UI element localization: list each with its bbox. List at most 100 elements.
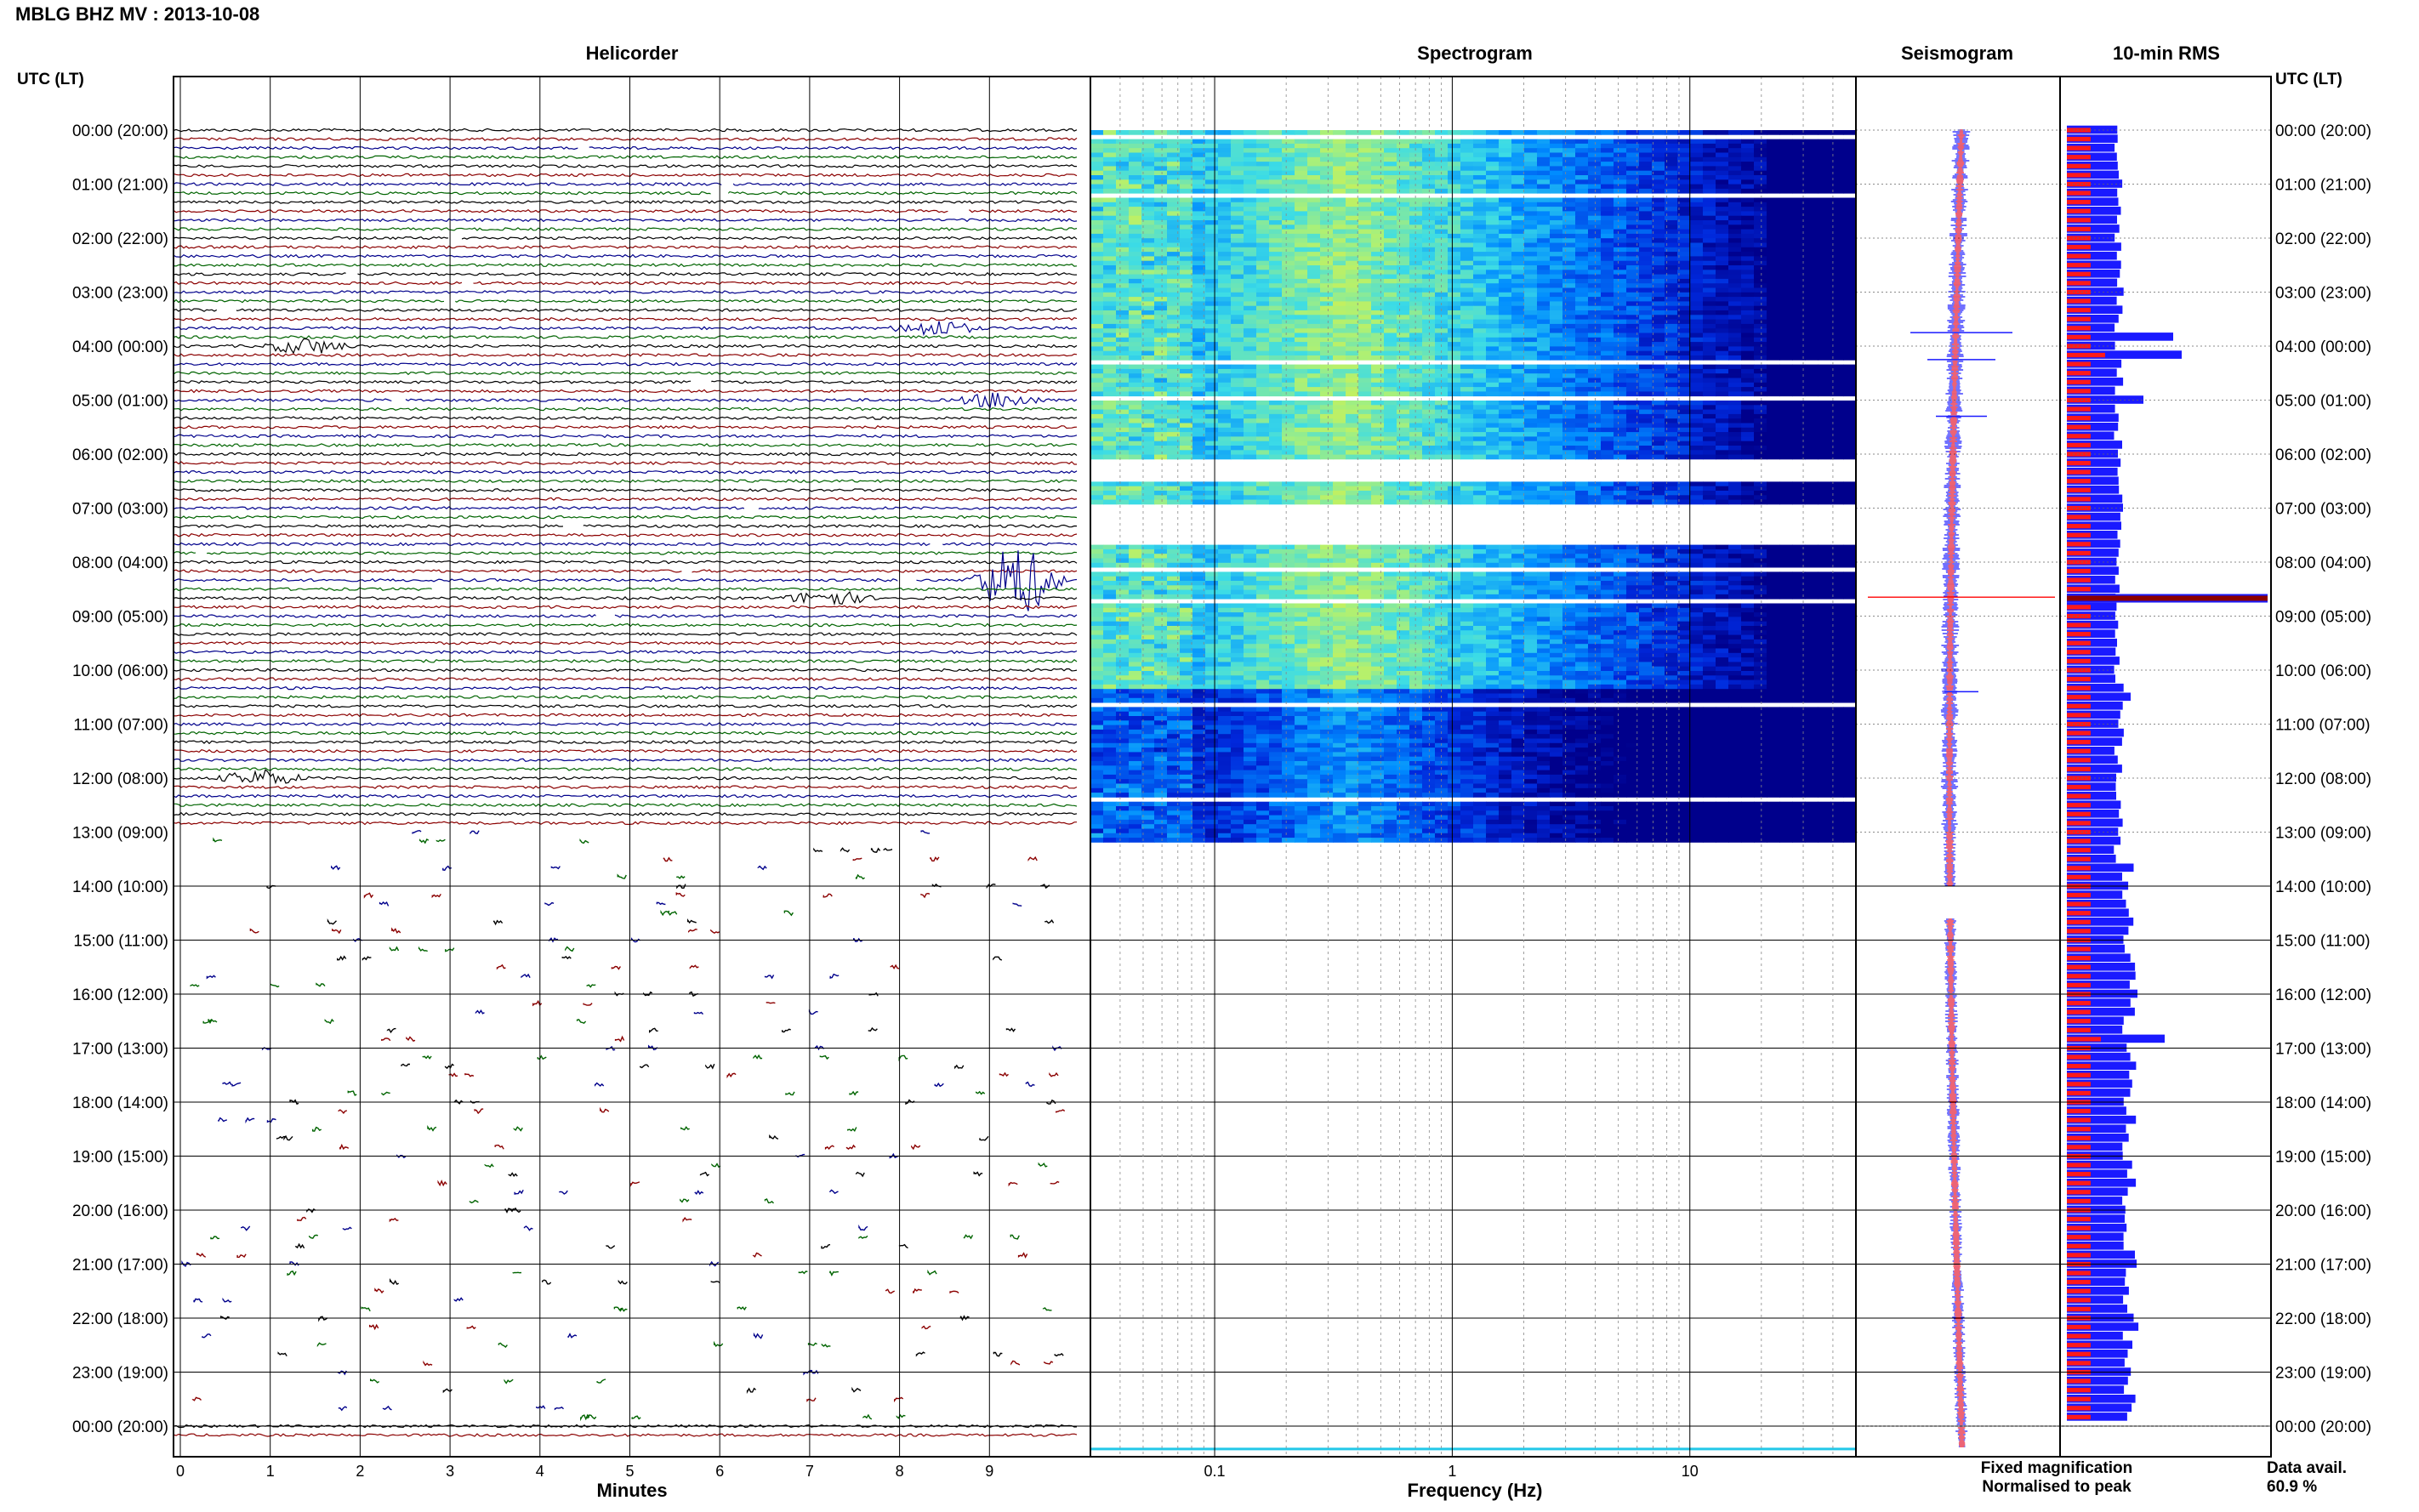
spectrogram-cell: [1218, 162, 1232, 167]
helicorder-segment: [1050, 1180, 1060, 1185]
spectrogram-cell: [1741, 405, 1755, 410]
spectrogram-cell: [1779, 544, 1793, 550]
spectrogram-cell: [1550, 401, 1563, 406]
spectrogram-cell: [1524, 292, 1538, 298]
spectrogram-cell: [1409, 373, 1423, 378]
spectrogram-cell: [1295, 292, 1308, 298]
spectrogram-cell: [1639, 292, 1653, 298]
spectrogram-cell: [1205, 454, 1219, 460]
spectrogram-cell: [1422, 207, 1436, 212]
spectrogram-cell: [1090, 427, 1104, 433]
spectrogram-cell: [1256, 333, 1270, 338]
spectrogram-cell: [1652, 229, 1665, 235]
spectrogram-cell: [1639, 554, 1653, 559]
spectrogram-cell: [1103, 355, 1117, 361]
spectrogram-cell: [1537, 188, 1551, 194]
spectrogram-cell: [1486, 450, 1500, 455]
spectrogram-cell: [1154, 274, 1168, 280]
spectrogram-cell: [1244, 207, 1257, 212]
spectrogram-cell: [1397, 139, 1410, 145]
spectrogram-cell: [1524, 342, 1538, 347]
spectrogram-cell: [1614, 156, 1627, 162]
spectrogram-cell: [1830, 292, 1844, 298]
spectrogram-cell: [1473, 323, 1487, 329]
spectrogram-cell: [1448, 328, 1461, 333]
spectrogram-cell: [1422, 297, 1436, 302]
spectrogram-cell: [1626, 207, 1640, 212]
spectrogram-cell: [1690, 319, 1704, 325]
spectrogram-cell: [1141, 454, 1155, 460]
spectrogram-cell: [1499, 260, 1512, 266]
spectrogram-cell: [1422, 549, 1436, 554]
spectrogram-cell: [1677, 418, 1691, 423]
spectrogram-cell: [1307, 256, 1321, 262]
spectrogram-cell: [1129, 432, 1142, 437]
spectrogram-cell: [1141, 450, 1155, 455]
spectrogram-cell: [1103, 346, 1117, 352]
spectrogram-cell: [1333, 441, 1346, 446]
spectrogram-cell: [1320, 184, 1334, 190]
spectrogram-cell: [1639, 441, 1653, 446]
spectrogram-cell: [1805, 413, 1819, 419]
helicorder-trace: [174, 550, 1078, 611]
spectrogram-cell: [1614, 260, 1627, 266]
spectrogram-cell: [1524, 319, 1538, 325]
spectrogram-cell: [1295, 156, 1308, 162]
spectrogram-cell: [1269, 166, 1283, 172]
spectrogram-cell: [1665, 260, 1678, 266]
spectrogram-cell: [1499, 310, 1512, 315]
spectrogram-cell: [1244, 301, 1257, 307]
spectrogram-cell: [1129, 554, 1142, 559]
spectrogram-cell: [1601, 252, 1614, 257]
spectrogram-cell: [1818, 409, 1831, 415]
spectrogram-cell: [1346, 292, 1359, 298]
spectrogram-cell: [1550, 287, 1563, 293]
spectrogram-cell: [1295, 197, 1308, 203]
helicorder-title: Helicorder: [586, 43, 679, 64]
spectrogram-cell: [1371, 549, 1385, 554]
spectrogram-cell: [1562, 315, 1576, 320]
spectrogram-cell: [1103, 274, 1117, 280]
spectrogram-cell: [1601, 225, 1614, 230]
spectrogram-cell: [1205, 130, 1219, 135]
spectrogram-cell: [1116, 486, 1130, 492]
spectrogram-cell: [1384, 197, 1397, 203]
spectrogram-cell: [1371, 287, 1385, 293]
spectrogram-cell: [1614, 197, 1627, 203]
spectrogram-cell: [1677, 197, 1691, 203]
helicorder-segment: [769, 1134, 779, 1140]
helicorder-trace: [174, 253, 1078, 259]
spectrogram-cell: [1346, 188, 1359, 194]
spectrogram-cell: [1346, 495, 1359, 500]
spectrogram-cell: [1205, 270, 1219, 275]
spectrogram-cell: [1269, 427, 1283, 433]
spectrogram-cell: [1843, 283, 1856, 288]
spectrogram-cell: [1205, 315, 1219, 320]
spectrogram-cell: [1754, 323, 1767, 329]
spectrogram-cell: [1562, 382, 1576, 388]
spectrogram-cell: [1295, 486, 1308, 492]
spectrogram-cell: [1460, 350, 1474, 356]
spectrogram-cell: [1333, 233, 1346, 239]
spectrogram-cell: [1448, 427, 1461, 433]
spectrogram-cell: [1180, 220, 1193, 225]
spectrogram-cell: [1167, 175, 1181, 180]
spectrogram-cell: [1141, 179, 1155, 185]
spectrogram-cell: [1371, 373, 1385, 378]
spectrogram-cell: [1422, 323, 1436, 329]
helicorder-segment: [431, 894, 441, 899]
spectrogram-cell: [1116, 481, 1130, 487]
spectrogram-cell: [1129, 391, 1142, 397]
spectrogram-cell: [1154, 387, 1168, 392]
spectrogram-cell: [1397, 333, 1410, 338]
spectrogram-cell: [1601, 301, 1614, 307]
time-axis-label-right: UTC (LT): [2275, 71, 2342, 88]
spectrogram-cell: [1677, 405, 1691, 410]
spectrogram-cell: [1333, 373, 1346, 378]
helicorder-trace: [174, 659, 1078, 663]
spectrogram-cell: [1384, 391, 1397, 397]
spectrogram-cell: [1614, 139, 1627, 145]
spectrogram-cell: [1703, 544, 1716, 550]
helicorder-trace: [174, 338, 1078, 355]
spectrogram-cell: [1358, 337, 1372, 343]
